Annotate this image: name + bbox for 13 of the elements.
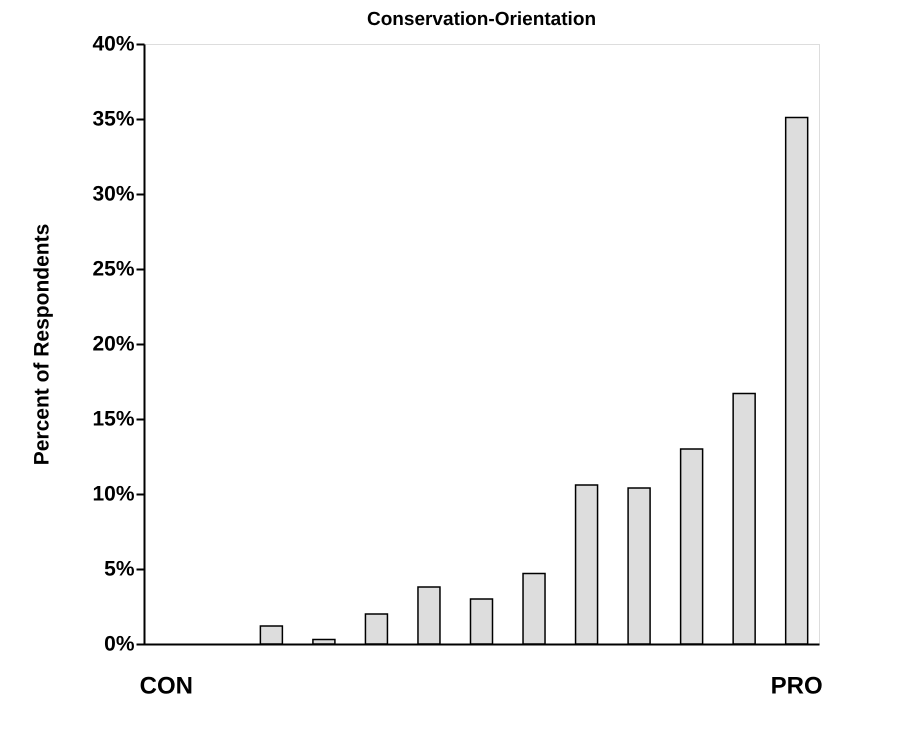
y-tick-label: 0%	[104, 632, 135, 656]
y-tick-label: 35%	[92, 108, 135, 130]
y-tick-label: 20%	[92, 332, 135, 356]
y-tick-label: 5%	[104, 558, 135, 580]
y-axis-title: Percent of Respondents	[30, 224, 54, 466]
y-tick-label: 25%	[92, 258, 135, 280]
chart-title: Conservation-Orientation	[366, 9, 596, 30]
y-tick-label: 30%	[92, 182, 135, 206]
y-tick-label: 40%	[92, 32, 135, 56]
y-tick-label: 15%	[92, 408, 135, 430]
y-tick-label: 10%	[92, 482, 135, 506]
x-tick-label: PRO	[770, 672, 823, 700]
x-tick-label: CON	[140, 672, 193, 700]
